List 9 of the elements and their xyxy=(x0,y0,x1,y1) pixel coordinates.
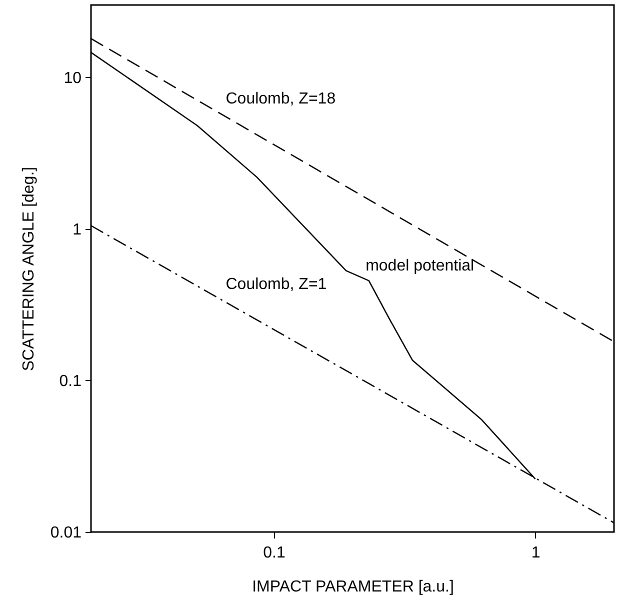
series-label: Coulomb, Z=18 xyxy=(226,90,336,108)
x-axis-title: IMPACT PARAMETER [a.u.] xyxy=(252,578,454,596)
series-label: model potential xyxy=(366,258,474,275)
y-tick-label: 10 xyxy=(64,70,82,87)
y-axis-title: SCATTERING ANGLE [deg.] xyxy=(20,166,38,372)
y-tick-label: 0.01 xyxy=(50,524,82,542)
y-tick-label: 0.1 xyxy=(59,372,82,390)
series-label: Coulomb, Z=1 xyxy=(226,276,327,293)
y-tick-label: 1 xyxy=(72,221,82,238)
